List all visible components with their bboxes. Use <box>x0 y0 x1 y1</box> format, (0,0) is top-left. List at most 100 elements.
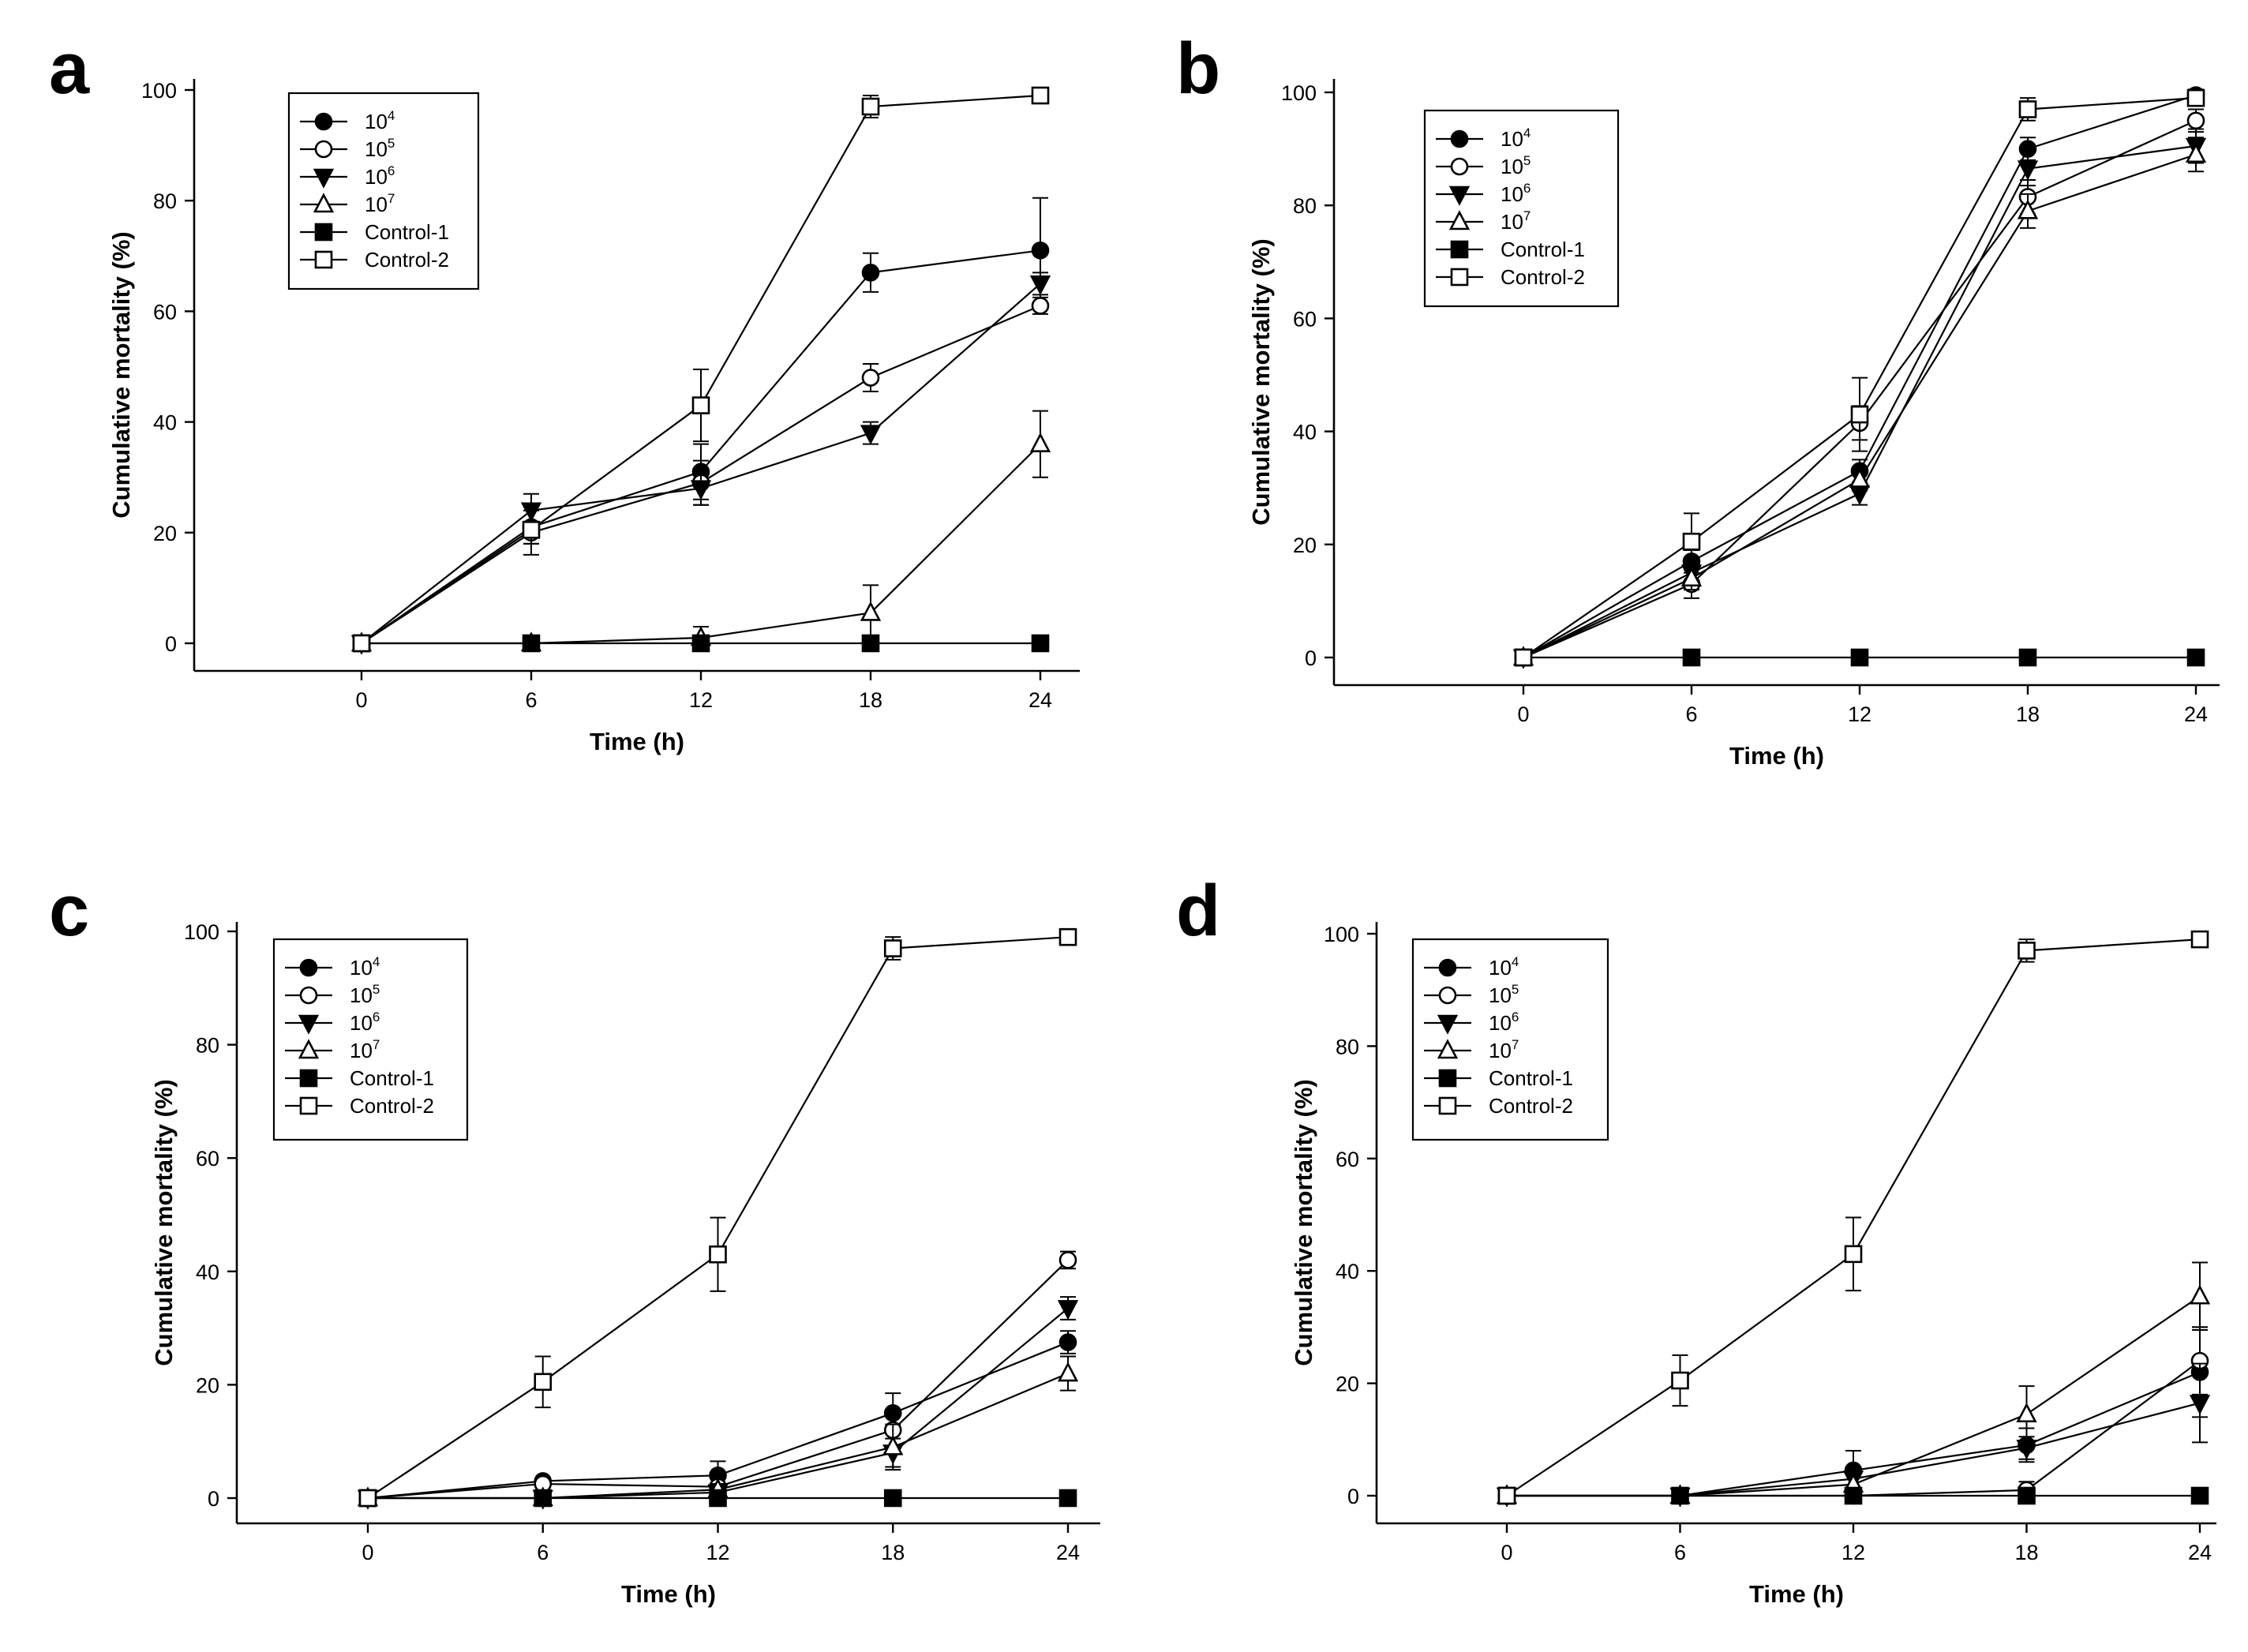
legend-label-exponent: 7 <box>373 1037 380 1052</box>
legend-marker <box>313 168 335 189</box>
x-tick-label: 0 <box>1517 702 1529 726</box>
legend-item: 106 <box>300 163 395 189</box>
data-point-marker <box>2186 88 2205 107</box>
y-tick-label: 100 <box>184 920 219 944</box>
x-tick-label: 0 <box>1501 1541 1512 1564</box>
x-axis-title: Time (h) <box>621 1580 716 1608</box>
x-tick-label: 6 <box>537 1541 549 1564</box>
y-tick-label: 60 <box>1336 1148 1359 1171</box>
legend-label-base: 10 <box>1501 127 1523 151</box>
legend-item: Control-1 <box>300 220 449 244</box>
data-point-marker <box>1058 927 1077 946</box>
legend-marker <box>298 1014 320 1035</box>
y-tick-label: 100 <box>141 79 177 103</box>
x-tick-label: 12 <box>689 688 713 712</box>
legend-marker <box>1450 268 1469 287</box>
legend-label-exponent: 6 <box>388 163 395 178</box>
series-control-1 <box>352 634 1050 653</box>
legend-label-exponent: 7 <box>388 191 395 206</box>
legend-label-exponent: 5 <box>1523 153 1531 168</box>
legend-label: 104 <box>1501 125 1531 151</box>
data-point-marker <box>1057 1300 1079 1320</box>
legend-label: 105 <box>365 136 395 161</box>
series-control-1 <box>358 1489 1077 1508</box>
legend-item: 106 <box>1424 1010 1519 1035</box>
legend-label-base: 10 <box>350 1011 373 1035</box>
series-control-2 <box>358 927 1077 1508</box>
data-point-marker <box>1057 1362 1079 1382</box>
panel-a: a 0 20 40 60 80 100 0 6 12 18 24 Time (h) Cumulative … <box>49 28 1080 755</box>
data-point-marker <box>522 634 541 653</box>
legend-label-base: Control-2 <box>350 1094 434 1118</box>
legend-label-base: Control-1 <box>365 220 449 244</box>
legend-marker <box>299 958 318 977</box>
y-axis-title: Cumulative mortality (%) <box>150 1079 178 1365</box>
data-point-marker <box>1849 467 1871 488</box>
legend-marker <box>1448 210 1471 230</box>
legend-item: Control-1 <box>1436 238 1585 261</box>
legend-item: 106 <box>1436 181 1531 206</box>
legend-marker <box>314 223 333 242</box>
legend-item: 105 <box>300 136 395 161</box>
legend-label: Control-1 <box>1501 238 1585 261</box>
x-axis-title: Time (h) <box>1749 1580 1844 1608</box>
data-point-marker <box>2018 100 2037 118</box>
data-point-marker <box>860 601 882 621</box>
data-point-marker <box>534 1373 553 1392</box>
legend-label-base: 10 <box>1489 983 1512 1007</box>
data-point-marker <box>1058 1489 1077 1508</box>
legend-item: 107 <box>1424 1037 1519 1062</box>
y-tick-label: 60 <box>153 300 177 324</box>
x-tick-label: 12 <box>1848 702 1871 726</box>
legend-marker <box>299 1096 318 1115</box>
x-tick-label: 18 <box>2014 1541 2038 1564</box>
legend-marker <box>314 112 333 131</box>
legend-label-base: Control-1 <box>1489 1066 1573 1090</box>
legend-item: Control-2 <box>300 248 449 272</box>
data-point-marker <box>2017 160 2039 181</box>
x-tick-label: 18 <box>859 688 882 712</box>
series-10-7 <box>1512 137 2207 666</box>
y-tick-label: 80 <box>153 189 177 213</box>
legend-label-base: 10 <box>1501 210 1523 234</box>
x-tick-label: 6 <box>1674 1541 1686 1564</box>
legend-label-base: 10 <box>350 983 373 1007</box>
legend-label-base: Control-1 <box>1501 238 1585 261</box>
y-tick-label: 0 <box>1305 646 1317 670</box>
panel-letter: c <box>49 871 89 951</box>
legend-marker <box>1450 129 1469 148</box>
legend-label: Control-2 <box>1501 265 1585 289</box>
series-control-1 <box>1497 1486 2209 1505</box>
panel-letter: a <box>49 28 90 109</box>
x-tick-label: 24 <box>1028 688 1052 712</box>
data-point-marker <box>1031 297 1050 315</box>
legend-label: 105 <box>350 982 380 1007</box>
data-point-marker <box>2018 648 2037 667</box>
legend-item: 105 <box>1436 153 1531 178</box>
data-point-marker <box>1031 86 1050 105</box>
panel-c: c 0 20 40 60 80 100 0 6 12 18 24 Time (h) Cumulative … <box>49 871 1100 1608</box>
legend-marker <box>1450 157 1469 176</box>
y-tick-label: 20 <box>196 1373 219 1397</box>
legend-marker <box>299 986 318 1005</box>
data-point-marker <box>690 480 712 500</box>
data-point-marker <box>1671 1371 1689 1390</box>
legend-label: 106 <box>350 1010 380 1035</box>
data-point-marker <box>1031 241 1050 260</box>
legend-label-exponent: 6 <box>373 1010 380 1025</box>
legend-label-base: 10 <box>365 110 388 133</box>
legend-marker <box>314 250 333 269</box>
legend-label-exponent: 5 <box>373 982 380 997</box>
legend-label-base: Control-2 <box>1501 265 1585 289</box>
legend-label-base: Control-1 <box>350 1066 434 1090</box>
x-tick-label: 24 <box>2184 702 2208 726</box>
data-point-marker <box>709 1245 727 1264</box>
data-point-marker <box>2018 942 2036 960</box>
y-tick-label: 100 <box>1324 923 1359 946</box>
legend-label-exponent: 5 <box>1512 982 1519 997</box>
panel-d: d 0 20 40 60 80 100 0 6 12 18 24 Time (h) Cumulative … <box>1176 871 2216 1608</box>
legend-marker <box>1438 958 1457 977</box>
y-tick-label: 40 <box>1293 421 1317 444</box>
data-point-marker <box>861 264 880 282</box>
